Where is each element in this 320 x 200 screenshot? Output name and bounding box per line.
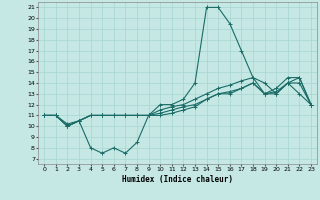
X-axis label: Humidex (Indice chaleur): Humidex (Indice chaleur) — [122, 175, 233, 184]
